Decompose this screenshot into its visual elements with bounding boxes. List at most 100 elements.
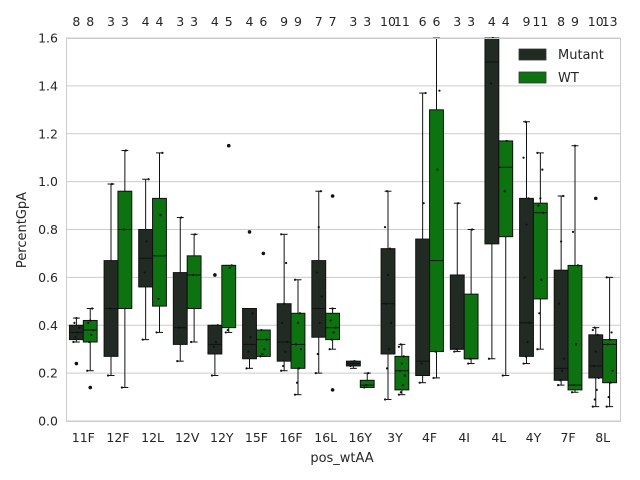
data-point [122, 228, 125, 231]
data-point [365, 383, 368, 387]
data-point [563, 357, 566, 360]
y-tick-label: 1.4 [38, 78, 58, 93]
data-point [595, 388, 598, 391]
data-point [283, 302, 286, 305]
data-point [143, 271, 146, 274]
x-tick-label: 4L [491, 430, 506, 445]
data-point [559, 379, 562, 382]
data-point [367, 372, 370, 375]
data-point [605, 405, 608, 408]
count-label-wt: 13 [602, 14, 618, 29]
count-label-mutant: 4 [211, 14, 219, 29]
data-point [606, 343, 609, 346]
data-point [281, 321, 284, 324]
data-point [605, 276, 608, 279]
data-point [249, 336, 252, 339]
y-tick-label: 0.6 [38, 270, 58, 285]
data-point [573, 144, 577, 147]
box-wt [429, 109, 444, 353]
data-point [259, 355, 262, 358]
count-label-mutant: 9 [523, 14, 531, 29]
data-point [192, 273, 195, 277]
x-tick-label: 4I [458, 430, 470, 445]
data-point [293, 278, 297, 281]
data-point [226, 328, 229, 332]
data-point [245, 367, 248, 370]
x-tick-label: 15F [245, 430, 268, 445]
data-point [318, 321, 321, 324]
data-point [120, 386, 123, 389]
box-mutant [276, 303, 292, 362]
data-point [540, 278, 543, 281]
data-point [523, 276, 526, 279]
data-point [91, 307, 94, 310]
data-point [332, 331, 335, 334]
box-wt [82, 319, 98, 343]
box-wt [532, 202, 548, 300]
data-point [90, 333, 93, 336]
data-point [471, 228, 474, 231]
data-point [145, 240, 148, 243]
count-label-wt: 3 [363, 14, 371, 29]
data-point [528, 321, 531, 324]
data-point [397, 345, 400, 348]
data-point [434, 350, 437, 353]
legend-label-mutant: Mutant [558, 48, 604, 63]
data-point [438, 89, 441, 92]
x-tick-label: 3Y [387, 430, 403, 445]
outlier-point [330, 388, 335, 392]
plot-frame [66, 38, 621, 422]
data-point [296, 321, 300, 324]
y-tick-label: 1.2 [38, 126, 58, 141]
data-point [524, 355, 527, 358]
data-point [180, 216, 183, 219]
data-point [315, 271, 318, 274]
box-wt [567, 264, 583, 391]
count-label-wt: 6 [259, 14, 267, 29]
data-point [608, 338, 611, 341]
data-point [610, 331, 613, 334]
data-point [78, 326, 81, 329]
count-label-wt: 7 [329, 14, 337, 29]
outlier-point [74, 361, 79, 366]
box-mutant [449, 274, 465, 350]
data-point [536, 348, 539, 351]
data-point [319, 190, 322, 193]
data-point [558, 302, 561, 305]
data-point [155, 331, 158, 334]
box-wt [325, 312, 341, 341]
count-label-wt: 3 [467, 14, 475, 29]
data-point [216, 324, 219, 327]
data-point [455, 348, 458, 351]
x-tick-label: 16L [314, 430, 337, 445]
data-point [420, 362, 423, 365]
data-point [503, 190, 506, 193]
y-tick-label: 0.4 [38, 318, 58, 333]
data-point [453, 350, 456, 353]
data-point [592, 364, 595, 368]
data-point [316, 352, 319, 356]
box-wt [152, 197, 167, 307]
box-mutant [311, 260, 327, 338]
data-point [260, 328, 263, 332]
data-point [263, 348, 266, 351]
data-point [522, 156, 525, 159]
data-point [280, 233, 283, 236]
data-point [422, 202, 425, 205]
y-tick-label: 1.0 [38, 174, 58, 189]
tick-layer: 0.0 0.2 0.4 0.6 0.8 1.0 1.2 1.4 1.6 11F 12F 12L 12V 1… [38, 31, 610, 446]
data-point [596, 333, 599, 336]
box-wt [255, 329, 271, 357]
data-point [557, 383, 560, 387]
count-label-mutant: 7 [315, 14, 323, 29]
data-point [224, 331, 227, 334]
x-axis-label: pos_wtAA [310, 451, 373, 466]
outlier-point [261, 251, 266, 256]
data-point [432, 376, 435, 380]
count-label-mutant: 3 [107, 14, 115, 29]
data-point [295, 381, 299, 384]
data-point [424, 91, 427, 95]
count-label-mutant: 4 [142, 14, 150, 29]
count-label-mutant: 9 [280, 14, 288, 29]
data-point [401, 383, 404, 387]
